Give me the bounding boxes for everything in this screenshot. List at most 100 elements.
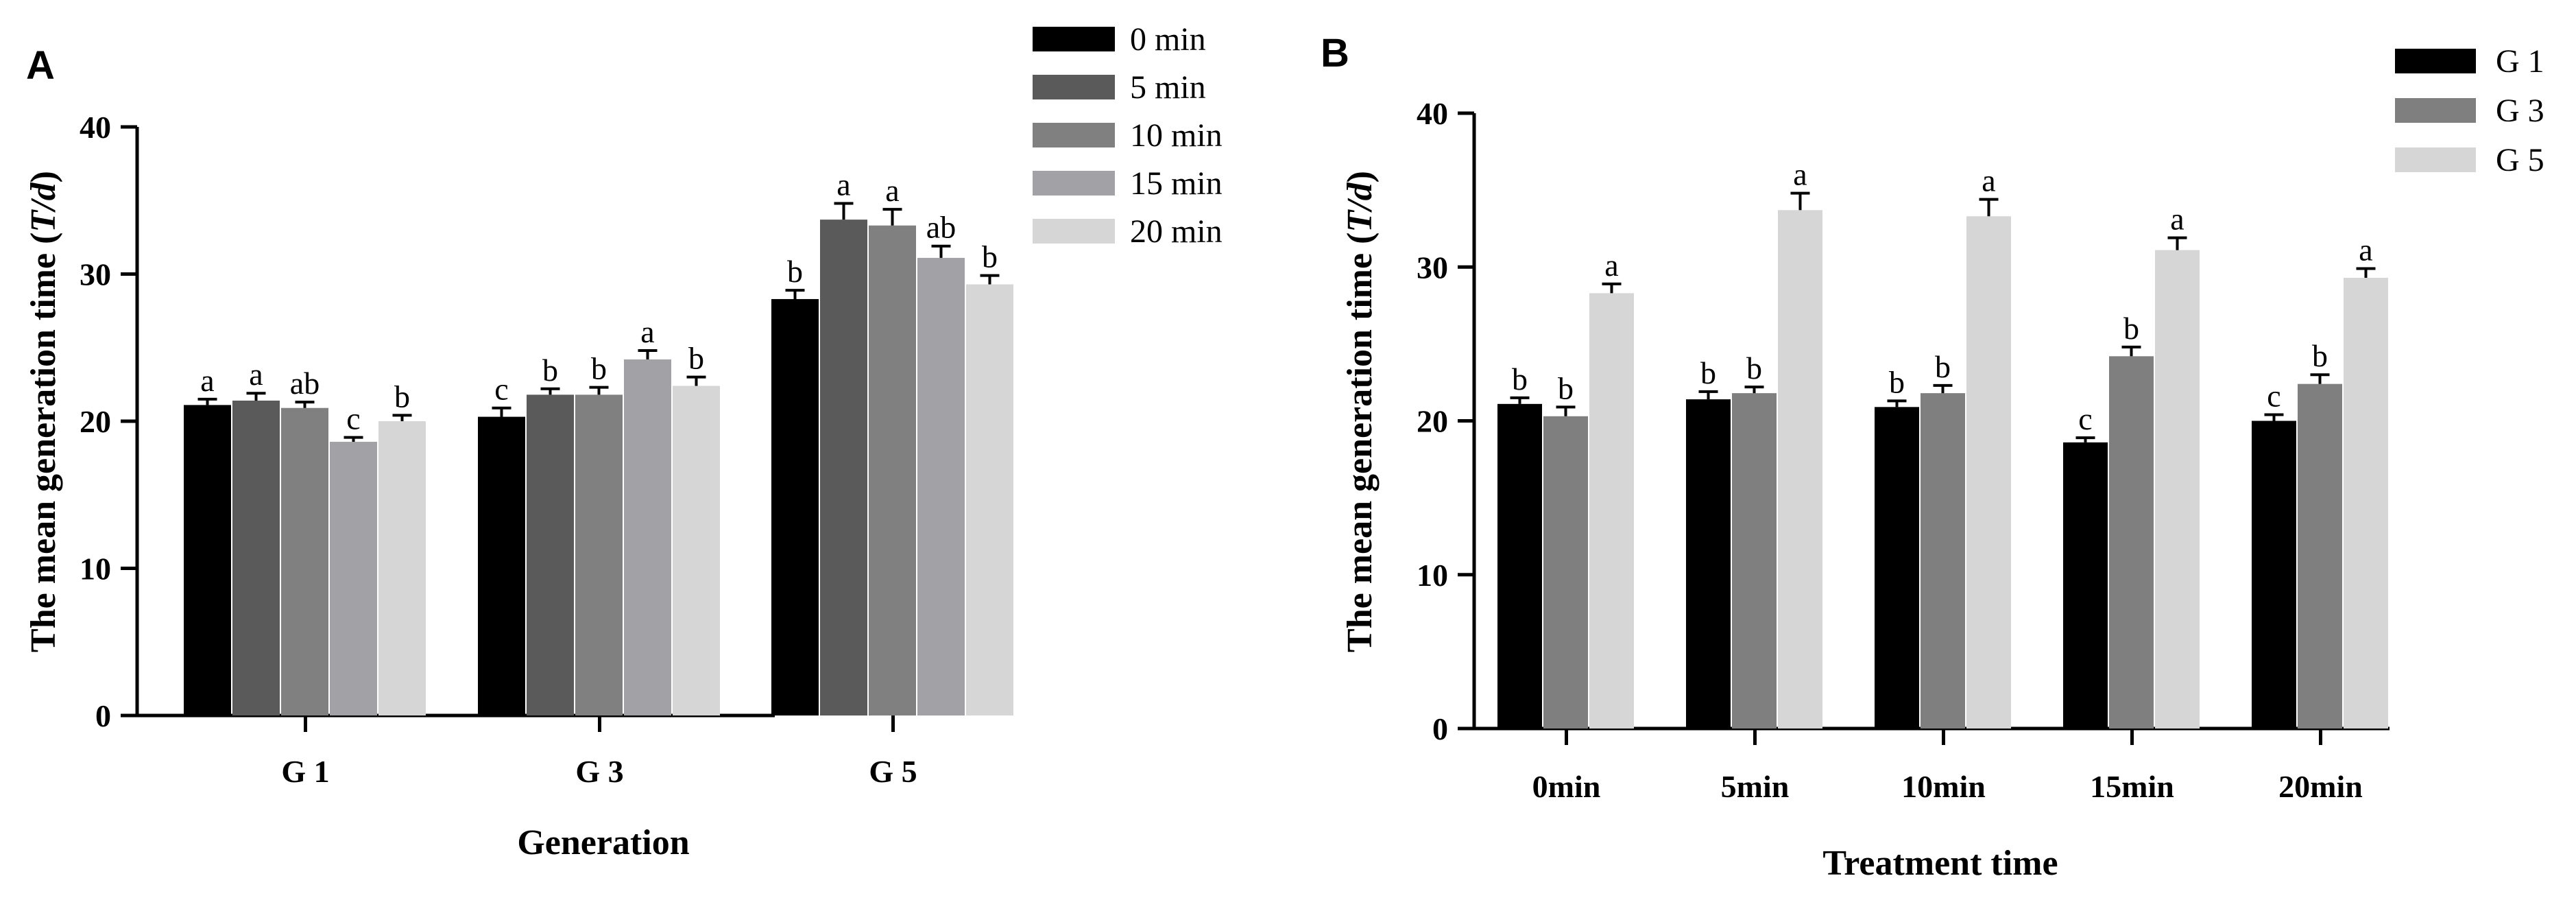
significance-letter: a: [1982, 163, 1995, 198]
significance-letter: b: [591, 351, 607, 386]
significance-letter: b: [2312, 338, 2328, 373]
legend-label: 20 min: [1130, 213, 1223, 250]
y-axis-title-suffix: ): [1340, 171, 1380, 182]
y-tick-label: 0: [1432, 711, 1448, 746]
legend-swatch: [1033, 219, 1115, 244]
bar: [771, 298, 819, 716]
bar: [2109, 356, 2154, 729]
bar: [575, 394, 623, 715]
bar: [232, 400, 280, 715]
significance-letter: c: [2078, 401, 2092, 436]
significance-letter: b: [1889, 364, 1905, 399]
significance-letter: b: [2123, 311, 2139, 346]
significance-letter: a: [249, 357, 263, 392]
significance-letter: b: [787, 254, 803, 289]
y-tick-label: 20: [80, 404, 111, 439]
y-tick-label: 10: [80, 552, 111, 587]
significance-letter: c: [346, 401, 360, 436]
legend-label: 5 min: [1130, 69, 1206, 106]
legend-swatch: [1033, 27, 1115, 51]
y-tick-label: 30: [80, 257, 111, 292]
y-tick-label: 20: [1417, 404, 1448, 439]
y-axis-title: The mean generation time (T/d): [1340, 171, 1380, 652]
bar: [1543, 416, 1588, 729]
significance-letter: b: [542, 353, 558, 388]
bar: [2298, 383, 2342, 729]
bar: [869, 225, 916, 716]
x-tick-label: 0min: [1532, 769, 1601, 804]
significance-letter: a: [2359, 232, 2372, 267]
bar: [1921, 393, 1965, 729]
significance-letter: b: [1700, 355, 1716, 390]
bar: [1589, 293, 1634, 729]
significance-letter: a: [200, 363, 214, 398]
y-tick-label: 0: [95, 698, 111, 733]
x-tick-label: 20min: [2278, 769, 2363, 804]
legend-label: 0 min: [1130, 21, 1206, 58]
legend-label: G 5: [2496, 142, 2544, 178]
bar: [673, 386, 720, 715]
y-axis-title-unit: T/d: [1340, 182, 1380, 232]
legend-swatch: [2395, 49, 2476, 73]
bar: [478, 416, 525, 715]
bar: [2344, 277, 2388, 729]
y-axis-title-prefix: The mean generation time (: [1340, 233, 1380, 652]
panel-letter: B: [1321, 31, 1349, 75]
y-axis-title: The mean generation time (T/d): [24, 171, 63, 652]
legend-swatch: [1033, 75, 1115, 99]
y-axis-title-suffix: ): [24, 171, 63, 182]
x-axis-title: Treatment time: [1822, 844, 2058, 883]
significance-letter: b: [1935, 349, 1951, 384]
bar: [2063, 442, 2108, 729]
significance-letter: a: [640, 314, 654, 349]
legend-label: G 1: [2496, 43, 2544, 80]
x-tick-label: G 5: [869, 754, 917, 789]
significance-letter: b: [1558, 370, 1574, 405]
legend-label: G 3: [2496, 93, 2544, 129]
significance-letter: b: [982, 239, 998, 274]
significance-letter: ab: [290, 366, 320, 401]
bar: [2155, 250, 2200, 729]
significance-letter: c: [2267, 379, 2280, 414]
bar: [1497, 403, 1542, 729]
bar: [378, 421, 426, 715]
y-tick-label: 40: [1417, 96, 1448, 131]
bar: [1732, 393, 1777, 729]
x-tick-label: G 3: [575, 754, 623, 789]
bar: [624, 359, 671, 715]
legend-swatch: [2395, 98, 2476, 123]
bar: [1778, 210, 1822, 729]
bar: [820, 220, 867, 715]
y-axis-title-unit: T/d: [24, 182, 63, 232]
significance-letter: a: [885, 173, 899, 208]
significance-letter: c: [494, 372, 508, 407]
x-tick-label: G 1: [281, 754, 329, 789]
y-tick-label: 40: [80, 110, 111, 145]
bar: [966, 284, 1013, 715]
significance-letter: b: [1746, 351, 1762, 386]
legend-swatch: [2395, 147, 2476, 172]
significance-letter: a: [1793, 157, 1807, 192]
y-axis-title-prefix: The mean generation time (: [24, 233, 63, 652]
x-tick-label: 15min: [2090, 769, 2174, 804]
bar: [1966, 216, 2011, 729]
x-axis-title: Generation: [517, 823, 689, 862]
y-tick-label: 10: [1417, 558, 1448, 593]
bar: [527, 394, 574, 715]
legend-swatch: [1033, 171, 1115, 196]
legend-label: 15 min: [1130, 165, 1223, 202]
y-tick-label: 30: [1417, 250, 1448, 285]
significance-letter: b: [1512, 362, 1528, 397]
bar: [1875, 407, 1919, 729]
panel-letter: A: [26, 43, 55, 88]
bar: [184, 405, 231, 715]
x-tick-label: 5min: [1721, 769, 1790, 804]
bar: [1686, 399, 1731, 729]
significance-letter: ab: [926, 210, 956, 245]
bar: [330, 442, 377, 715]
significance-letter: a: [2170, 202, 2184, 237]
legend-swatch: [1033, 123, 1115, 147]
